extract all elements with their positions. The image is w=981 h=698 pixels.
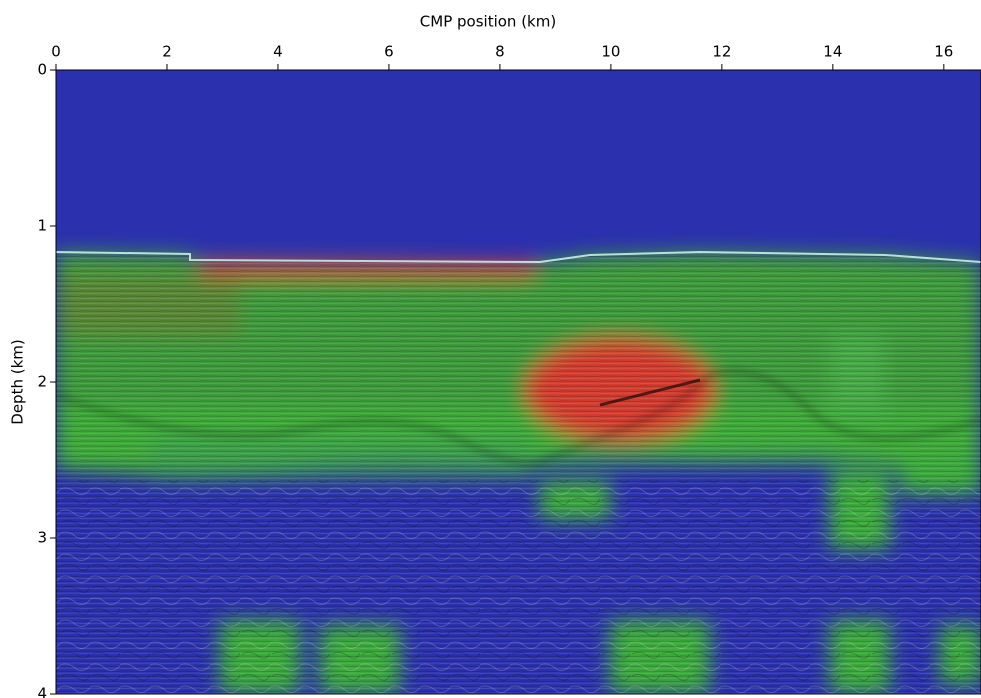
x-tick-label: 16 <box>934 43 953 61</box>
x-axis-label: CMP position (km) <box>420 13 556 31</box>
x-tick-label: 12 <box>712 43 731 61</box>
y-tick-label: 0 <box>37 61 47 79</box>
x-tick-label: 0 <box>51 43 61 61</box>
seismic-image <box>56 70 981 694</box>
y-axis-label: Depth (km) <box>9 339 27 424</box>
y-tick-label: 1 <box>37 217 47 235</box>
x-tick-label: 8 <box>495 43 505 61</box>
x-tick-label: 14 <box>823 43 842 61</box>
x-tick-label: 2 <box>162 43 172 61</box>
y-tick-label: 3 <box>37 529 47 547</box>
y-tick-label: 4 <box>37 685 47 698</box>
x-tick-label: 4 <box>273 43 283 61</box>
x-tick-label: 6 <box>384 43 394 61</box>
y-tick-label: 2 <box>37 373 47 391</box>
x-tick-label: 10 <box>601 43 620 61</box>
